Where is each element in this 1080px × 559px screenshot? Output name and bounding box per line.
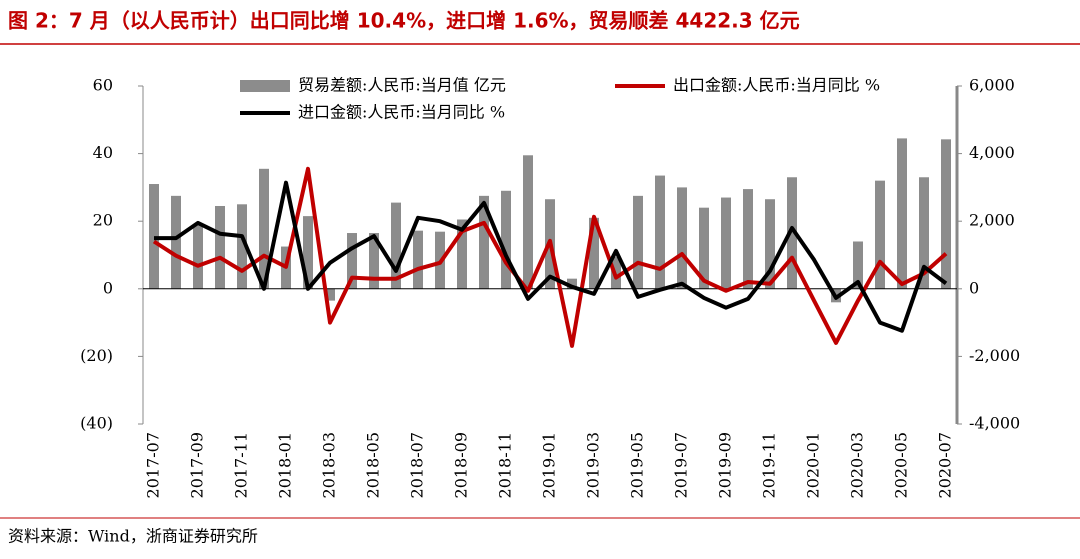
x-tick-label: 2020-01 — [804, 432, 823, 498]
x-tick-label: 2020-05 — [892, 432, 911, 498]
y-tick-label: (40) — [80, 414, 113, 433]
x-tick-label: 2020-07 — [936, 432, 955, 498]
bar — [193, 224, 203, 289]
x-tick-label: 2019-11 — [760, 432, 779, 498]
source-note: 资料来源：Wind，浙商证券研究所 — [8, 527, 258, 546]
legend-swatch — [240, 80, 290, 92]
bar — [171, 195, 181, 289]
x-tick-label: 2018-09 — [452, 432, 471, 498]
bar — [677, 187, 687, 289]
bar — [897, 138, 907, 289]
bar — [633, 195, 643, 289]
x-tick-label: 2018-05 — [364, 432, 383, 498]
line — [154, 180, 948, 333]
bar — [215, 205, 225, 289]
x-tick-label: 2020-03 — [848, 432, 867, 498]
bar — [655, 175, 665, 289]
bar — [369, 233, 379, 289]
legend-label: 出口金额:人民币:当月同比 % — [673, 76, 880, 95]
bar — [853, 241, 863, 289]
chart-title: 图 2：7 月（以人民币计）出口同比增 10.4%，进口增 1.6%，贸易顺差 … — [8, 9, 800, 33]
x-tick-label: 2017-07 — [144, 432, 163, 498]
y2-tick-label: -2,000 — [969, 346, 1020, 365]
bar — [765, 199, 775, 289]
x-tick-label: 2019-03 — [584, 432, 603, 498]
bar — [721, 197, 731, 289]
legend-label: 进口金额:人民币:当月同比 % — [298, 103, 505, 122]
bar — [699, 207, 709, 289]
y-tick-label: 0 — [103, 278, 113, 297]
y2-tick-label: 4,000 — [969, 143, 1015, 162]
bar — [413, 230, 423, 289]
y2-tick-label: 0 — [969, 278, 979, 297]
y-tick-label: 60 — [93, 76, 113, 95]
x-tick-label: 2018-11 — [496, 432, 515, 498]
x-tick-label: 2017-11 — [232, 432, 251, 498]
bar — [501, 190, 511, 289]
y2-tick-label: 6,000 — [969, 76, 1015, 95]
bar — [259, 168, 269, 289]
y2-tick-label: 2,000 — [969, 211, 1015, 230]
bar — [457, 219, 467, 289]
legend-label: 贸易差额:人民币:当月值 亿元 — [298, 76, 506, 95]
bar — [941, 139, 951, 289]
bar — [523, 155, 533, 289]
y2-tick-label: -4,000 — [969, 414, 1020, 433]
bar — [325, 288, 335, 301]
line — [152, 166, 948, 348]
bar — [303, 216, 313, 289]
bar — [567, 278, 577, 289]
x-tick-label: 2019-07 — [672, 432, 691, 498]
bar — [391, 202, 401, 289]
bar — [347, 233, 357, 289]
bar — [589, 217, 599, 289]
x-tick-label: 2019-01 — [540, 432, 559, 498]
x-tick-label: 2018-01 — [276, 432, 295, 498]
bar — [237, 204, 247, 289]
x-tick-label: 2018-03 — [320, 432, 339, 498]
y-tick-label: (20) — [80, 346, 113, 365]
bar — [479, 195, 489, 289]
bar — [743, 189, 753, 289]
x-tick-label: 2017-09 — [188, 432, 207, 498]
x-tick-label: 2019-09 — [716, 432, 735, 498]
bar — [787, 177, 797, 289]
bar — [875, 180, 885, 289]
y-tick-label: 20 — [93, 211, 113, 230]
bar — [919, 177, 929, 289]
x-tick-label: 2018-07 — [408, 432, 427, 498]
x-tick-label: 2019-05 — [628, 432, 647, 498]
y-tick-label: 40 — [93, 143, 113, 162]
